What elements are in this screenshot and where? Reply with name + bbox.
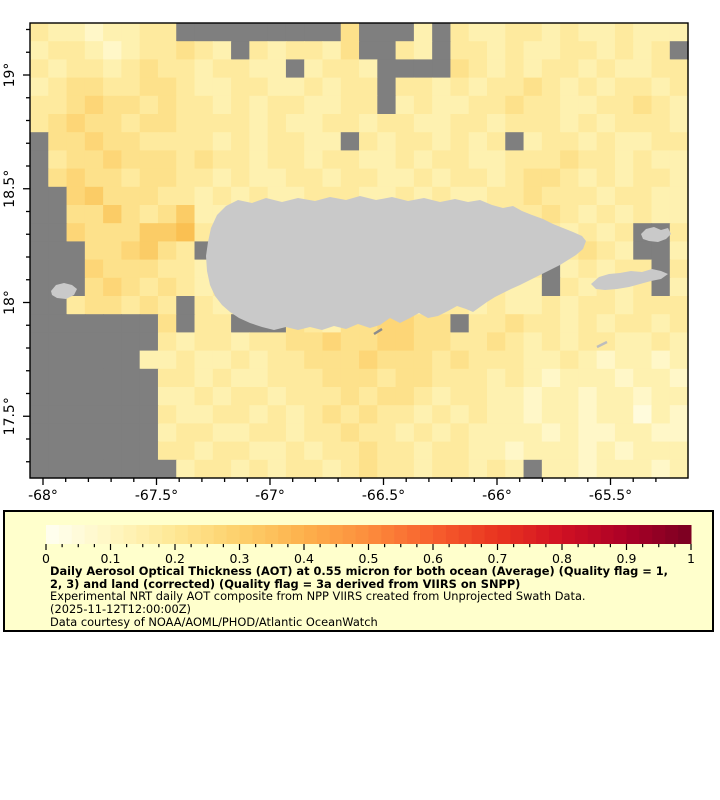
caption-courtesy: Data courtesy of NOAA/AOML/PHOD/Atlantic… xyxy=(50,614,378,629)
legend-caption: Daily Aerosol Optical Thickness (AOT) at… xyxy=(50,565,695,629)
y-tick-label: 18.5° xyxy=(2,170,18,208)
colorbar-ticks: 0 0.1 0.2 0.3 0.4 0.5 0.6 0.7 0.8 0.9 1 xyxy=(42,544,695,565)
mona-island xyxy=(51,283,77,299)
puerto-rico-island xyxy=(206,196,586,330)
map-border xyxy=(29,22,689,479)
x-tick-label: -67° xyxy=(255,488,285,504)
colorbar-tick-label: 0.3 xyxy=(230,551,250,565)
caption-title-line1: Daily Aerosol Optical Thickness (AOT) at… xyxy=(50,564,669,578)
map-axes: -68° -67.5° -67° -66.5° -66° -65.5° 19° 18.5° 18… xyxy=(2,28,657,504)
colorbar-tick-label: 0.7 xyxy=(488,551,508,565)
colorbar-tick-label: 0.4 xyxy=(294,551,314,565)
x-tick-label: -66.5° xyxy=(362,488,405,504)
culebra-island xyxy=(641,227,671,242)
colorbar-strip xyxy=(46,525,692,544)
islet-speck xyxy=(596,340,608,349)
landmasses xyxy=(51,196,671,349)
colorbar-tick-label: 0.2 xyxy=(165,551,185,565)
aot-grid xyxy=(30,23,689,479)
x-tick-label: -68° xyxy=(28,488,58,504)
colorbar-tick-label: 1 xyxy=(687,551,695,565)
islet-speck xyxy=(373,327,383,336)
caption-timestamp: (2025-11-12T12:00:00Z) xyxy=(50,602,192,617)
colorbar-tick-label: 0.1 xyxy=(101,551,121,565)
caption-title-line2: 2, 3) and land (corrected) (Quality flag… xyxy=(50,576,521,591)
y-tick-label: 18° xyxy=(2,290,18,315)
colorbar-tick-label: 0.6 xyxy=(423,551,443,565)
x-tick-label: -65.5° xyxy=(589,488,632,504)
y-tick-label: 17.5° xyxy=(2,397,18,435)
caption-source-line: Experimental NRT daily AOT composite fro… xyxy=(50,589,586,604)
colorbar-tick-label: 0 xyxy=(42,551,50,565)
vieques-island xyxy=(591,269,668,290)
colorbar-tick-label: 0.5 xyxy=(359,551,379,565)
aot-map: -68° -67.5° -67° -66.5° -66° -65.5° 19° 18.5° 18… xyxy=(2,22,689,504)
colorbar: 0 0.1 0.2 0.3 0.4 0.5 0.6 0.7 0.8 0.9 1 xyxy=(42,525,695,565)
x-tick-label: -67.5° xyxy=(135,488,178,504)
colorbar-tick-label: 0.8 xyxy=(552,551,572,565)
y-tick-label: 19° xyxy=(2,63,18,88)
x-tick-label: -66° xyxy=(482,488,512,504)
colorbar-tick-label: 0.9 xyxy=(617,551,637,565)
legend-panel: 0 0.1 0.2 0.3 0.4 0.5 0.6 0.7 0.8 0.9 1 Daily Aero… xyxy=(3,510,714,632)
